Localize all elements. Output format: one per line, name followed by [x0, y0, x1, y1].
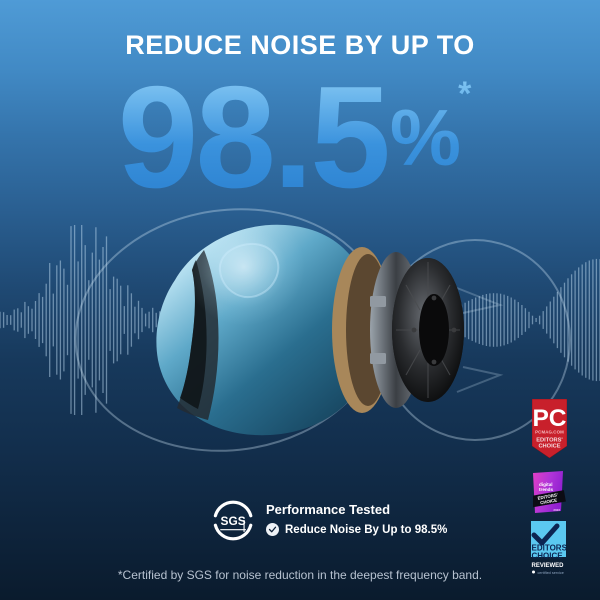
svg-text:EDITORS': EDITORS' — [536, 437, 563, 443]
svg-text:trends: trends — [539, 487, 553, 492]
svg-text:2022: 2022 — [553, 508, 560, 512]
svg-text:PCMAG.COM: PCMAG.COM — [535, 430, 564, 435]
svg-text:CHOICE: CHOICE — [532, 552, 564, 561]
svg-text:PC: PC — [532, 405, 566, 432]
svg-text:CHOICE: CHOICE — [538, 444, 560, 450]
svg-text:SGS: SGS — [221, 514, 246, 528]
